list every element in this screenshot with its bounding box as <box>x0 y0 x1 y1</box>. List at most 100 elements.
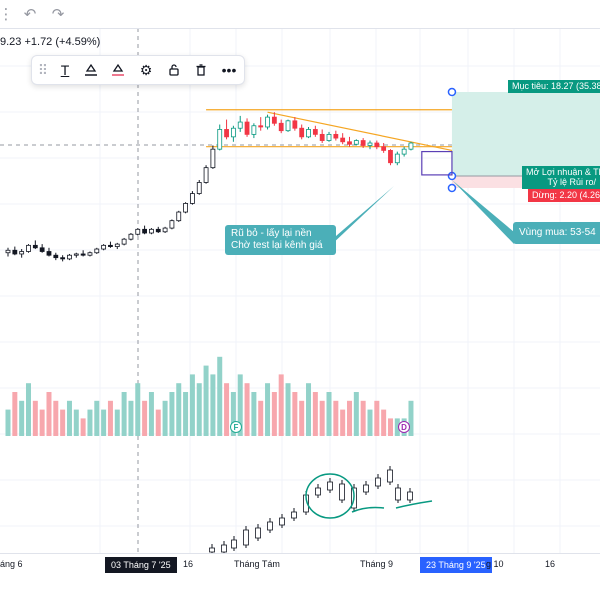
candle-body <box>230 127 236 138</box>
volume-bar <box>285 383 291 436</box>
candle-body <box>401 148 407 155</box>
candle-body <box>46 251 52 256</box>
line-color-icon[interactable] <box>107 59 129 81</box>
volume-bar <box>381 409 387 436</box>
candle-body <box>60 257 66 260</box>
text-icon[interactable]: T <box>60 62 70 78</box>
volume-bar <box>265 383 271 436</box>
volume-bar <box>162 400 168 436</box>
callout-left-line-2: Chờ test lại kênh giá <box>231 240 323 251</box>
undo-icon[interactable]: ↶ <box>23 6 37 23</box>
volume-bar <box>292 392 298 436</box>
volume-bar <box>5 409 11 436</box>
volume-bar <box>32 400 38 436</box>
volume-bar <box>80 418 86 436</box>
candle-body <box>101 244 107 250</box>
tick-label: 16 <box>183 559 194 569</box>
mini-body <box>315 487 321 496</box>
volume-bar <box>114 409 120 436</box>
target-zone <box>451 92 600 176</box>
candle-body <box>340 137 346 143</box>
candle-body <box>190 193 195 204</box>
volume-bar <box>299 400 305 436</box>
volume-bar <box>251 392 257 436</box>
candle-body <box>224 129 229 138</box>
volume-bar <box>230 392 236 436</box>
mini-body <box>339 483 345 501</box>
candle-body <box>80 253 86 256</box>
volume-bar <box>353 392 359 436</box>
volume-bar <box>148 392 154 436</box>
drawings <box>330 180 514 246</box>
callout-left[interactable]: Rũ bỏ - lấy lại nền Chờ test lại kênh gi… <box>225 225 336 255</box>
volume-bar <box>340 409 346 436</box>
volume-bar <box>94 400 100 436</box>
candle-body <box>32 244 38 249</box>
event-marker-f[interactable]: F <box>230 421 242 433</box>
candle-body <box>251 125 257 135</box>
event-marker-d[interactable]: D <box>398 421 410 433</box>
mini-body <box>209 547 215 553</box>
mini-body <box>395 487 401 501</box>
tick-label-crosshair: 03 Tháng 7 '25 <box>105 557 177 573</box>
candle-body <box>394 153 400 164</box>
volume-bar <box>394 418 400 436</box>
volume-bars <box>5 356 414 436</box>
zone-handle <box>447 87 457 97</box>
settings-icon[interactable]: ⚙ <box>139 61 153 78</box>
candle-body <box>312 129 318 135</box>
volume-bar <box>46 392 52 436</box>
mini-candles <box>209 466 433 555</box>
candle-body <box>19 251 25 255</box>
highlight-circle <box>305 473 355 519</box>
channel-trendline <box>267 111 453 151</box>
menu-icon[interactable]: ⋮ <box>0 6 14 23</box>
mini-body <box>327 481 333 491</box>
volume-bar <box>244 383 250 436</box>
volume-bar <box>374 400 380 436</box>
candle-body <box>87 252 93 256</box>
mini-body <box>267 521 273 531</box>
stop-label: Dừng: 2.20 (4.26 <box>528 189 600 202</box>
mini-body <box>243 529 249 546</box>
callout-right[interactable]: Vùng mua: 53-54 <box>513 222 600 244</box>
redo-icon[interactable]: ↷ <box>51 6 65 23</box>
volume-bar <box>135 383 141 436</box>
candle-body <box>73 253 79 256</box>
target-label: Mục tiêu: 18.27 (35.38 <box>508 80 600 93</box>
zone-handle <box>447 183 457 193</box>
candle-body <box>142 228 148 234</box>
price-change: 9.23 +1.72 (+4.59%) <box>0 36 101 48</box>
volume-bar <box>73 409 79 436</box>
unlock-icon[interactable] <box>163 59 185 81</box>
volume-bar <box>66 400 72 436</box>
volume-bar <box>183 392 189 436</box>
candle-body <box>169 220 175 229</box>
more-icon[interactable]: ••• <box>221 62 237 78</box>
support-stroke <box>351 506 385 513</box>
mini-body <box>279 517 285 526</box>
trash-icon[interactable] <box>190 59 212 81</box>
candle-body <box>326 133 332 141</box>
volume-bar <box>271 392 277 436</box>
volume-bar <box>60 409 66 436</box>
profit-label-2: Tỷ lệ Rủi ro/ <box>522 176 600 189</box>
volume-bar <box>25 383 31 436</box>
drag-handle-icon[interactable]: ⠿ <box>37 61 49 78</box>
volume-bar <box>408 400 414 436</box>
volume-bar <box>19 400 25 436</box>
volume-bar <box>128 400 134 436</box>
fill-color-icon[interactable] <box>80 59 102 81</box>
drawing-toolbar: ⠿ T ⚙ ••• <box>31 55 245 85</box>
mini-body <box>375 477 381 487</box>
candles <box>5 112 414 262</box>
volume-bar <box>237 374 243 436</box>
candle-body <box>353 140 359 145</box>
candle-body <box>155 228 161 233</box>
mini-body <box>407 491 413 501</box>
price-channel <box>206 109 453 151</box>
candle-body <box>114 243 120 247</box>
candle-body <box>203 167 209 183</box>
profit-label-1: Mở Lợi nhuận & Th <box>522 166 600 179</box>
volume-bar <box>169 392 175 436</box>
